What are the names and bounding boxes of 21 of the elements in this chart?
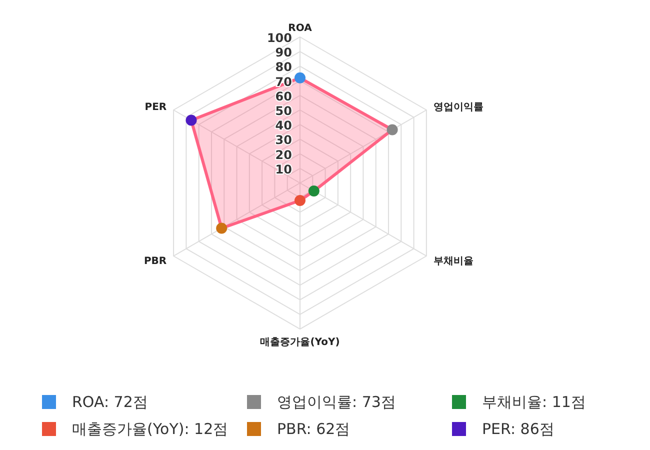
y-tick-label: 10 bbox=[275, 162, 292, 176]
spoke-label: PER bbox=[144, 102, 167, 113]
y-tick-label: 90 bbox=[275, 46, 292, 60]
y-tick-label: 50 bbox=[275, 104, 292, 118]
y-tick-label: 100 bbox=[266, 31, 292, 45]
text: PER: 86점 bbox=[482, 420, 554, 438]
y-tick-label: 40 bbox=[275, 118, 292, 133]
y-tick-label: 30 bbox=[275, 133, 292, 148]
y-tick-label: 20 bbox=[275, 148, 292, 162]
spoke-label: 부채비율 bbox=[433, 256, 474, 267]
spoke-label: ROA bbox=[288, 23, 312, 34]
y-tick-label: 80 bbox=[275, 60, 292, 74]
spoke-label: 매출증가율(YoY) bbox=[260, 337, 340, 348]
y-tick-label: 60 bbox=[275, 89, 292, 104]
spoke-label: PBR bbox=[144, 256, 167, 267]
text: 매출증가율(YoY): 12점 bbox=[72, 420, 228, 438]
text: ROA: 72점 bbox=[72, 393, 148, 411]
text: PBR: 62점 bbox=[277, 420, 350, 438]
text: 영업이익률: 73점 bbox=[277, 393, 396, 411]
spoke-label: 영업이익률 bbox=[433, 102, 484, 113]
text: 부채비율: 11점 bbox=[482, 393, 586, 411]
